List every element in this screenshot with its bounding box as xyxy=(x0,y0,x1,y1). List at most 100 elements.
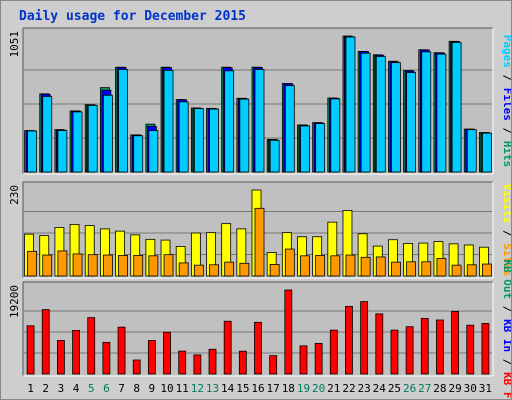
bar-pages xyxy=(375,56,386,173)
bar-sites xyxy=(163,254,174,277)
bar-kbf xyxy=(405,326,414,375)
x-tick-label: 9 xyxy=(149,382,156,395)
bar-sites xyxy=(284,248,295,277)
bar-pages xyxy=(163,70,174,173)
bar-kbf xyxy=(345,305,353,375)
bar-pages xyxy=(27,130,37,173)
x-tick-label: 27 xyxy=(418,382,431,395)
bar-kbf xyxy=(390,329,399,375)
bar-kbf xyxy=(238,350,247,375)
bar-pages xyxy=(87,105,98,173)
bar-sites xyxy=(209,264,219,277)
bar-sites xyxy=(57,250,68,277)
bar-sites xyxy=(375,256,386,277)
x-tick-label: 28 xyxy=(433,382,446,395)
bar-sites xyxy=(254,207,265,277)
bar-kbf xyxy=(269,355,278,375)
bar-kbf xyxy=(41,309,50,375)
bar-sites xyxy=(421,261,432,277)
bar-kbf xyxy=(223,320,232,375)
legend-entry: KB Out xyxy=(501,259,511,299)
bar-sites xyxy=(345,254,356,277)
bar-sites xyxy=(360,256,371,277)
bar-sites xyxy=(466,264,477,277)
x-tick-label: 16 xyxy=(251,382,264,395)
legend-entry: Visits xyxy=(501,184,511,224)
x-tick-label: 30 xyxy=(464,382,477,395)
bar-sites xyxy=(300,255,310,277)
bar-pages xyxy=(284,85,295,173)
bar-pages xyxy=(269,139,280,173)
bar-kbf xyxy=(481,323,490,375)
x-tick-label: 17 xyxy=(267,382,280,395)
legend-entry: Sites xyxy=(501,243,511,276)
x-tick-label: 22 xyxy=(342,382,355,395)
bar-pages xyxy=(72,111,83,173)
bar-pages xyxy=(391,62,401,173)
bar-sites xyxy=(391,261,401,277)
bar-pages xyxy=(482,132,492,173)
bar-pages xyxy=(315,123,326,173)
bar-kbf xyxy=(466,324,475,375)
bar-kbf xyxy=(72,329,80,375)
x-tick-label: 21 xyxy=(327,382,340,395)
x-tick-label: 25 xyxy=(388,382,401,395)
bar-kbf xyxy=(451,311,459,375)
x-tick-label: 15 xyxy=(236,382,249,395)
x-tick-label: 23 xyxy=(358,382,371,395)
bar-pages xyxy=(178,101,189,173)
y-tick-label: 19200 xyxy=(8,285,21,318)
x-tick-label: 8 xyxy=(133,382,140,395)
legend-entry: Files xyxy=(501,88,511,121)
x-tick-label: 10 xyxy=(160,382,173,395)
bar-kbf xyxy=(284,289,293,375)
bar-sites xyxy=(118,255,128,277)
bar-pages xyxy=(466,129,477,173)
x-tick-label: 26 xyxy=(403,382,416,395)
bar-sites xyxy=(451,264,462,277)
bar-kbf xyxy=(178,350,187,375)
bar-sites xyxy=(330,255,341,277)
bar-kbf xyxy=(87,317,96,375)
bar-sites xyxy=(482,263,492,277)
x-tick-label: 5 xyxy=(88,382,95,395)
bar-kbf xyxy=(117,326,126,375)
bar-sites xyxy=(27,250,37,277)
legend-entry: Pages xyxy=(501,35,511,68)
legend-separator: / xyxy=(501,299,511,319)
bar-sites xyxy=(436,258,447,277)
bar-sites xyxy=(87,254,98,277)
bar-pages xyxy=(118,69,128,173)
bar-kbf xyxy=(147,340,156,375)
bar-pages xyxy=(239,98,250,173)
bar-kbf xyxy=(102,341,111,375)
bar-sites xyxy=(102,254,113,277)
x-tick-label: 19 xyxy=(297,382,310,395)
bar-sites xyxy=(224,261,235,277)
legend-entry: KB F xyxy=(501,372,511,399)
x-tick-label: 31 xyxy=(479,382,492,395)
x-tick-label: 18 xyxy=(282,382,295,395)
legend: KB Out / KB In / KB F xyxy=(501,259,511,398)
chart-title: Daily usage for December 2015 xyxy=(19,9,246,24)
bar-sites xyxy=(133,255,144,277)
legend: Visits / Sites xyxy=(501,184,511,277)
x-tick-label: 4 xyxy=(73,382,80,395)
bar-sites xyxy=(178,262,189,277)
x-tick-label: 14 xyxy=(221,382,235,395)
legend-separator: / xyxy=(501,352,511,372)
bar-kbf xyxy=(193,354,202,375)
bar-sites xyxy=(269,264,280,277)
bar-kbf xyxy=(436,319,444,375)
x-tick-label: 29 xyxy=(448,382,461,395)
y-tick-label: 230 xyxy=(8,185,21,205)
x-tick-label: 6 xyxy=(103,382,110,395)
bar-pages xyxy=(406,72,417,173)
bar-sites xyxy=(193,264,204,277)
bar-kbf xyxy=(132,359,141,375)
x-tick-label: 12 xyxy=(191,382,204,395)
bar-sites xyxy=(239,262,250,277)
bar-pages xyxy=(300,125,310,173)
